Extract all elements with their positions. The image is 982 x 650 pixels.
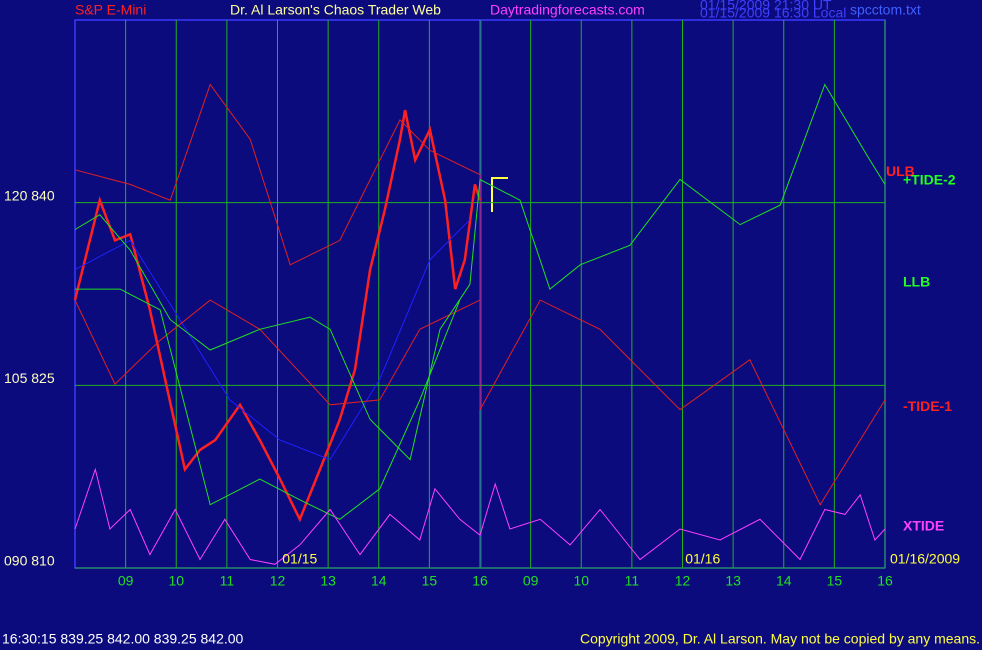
series-line	[74, 83, 886, 506]
x-tick-label: 12	[270, 573, 286, 589]
curve-label: +TIDE-2	[903, 171, 956, 187]
x-tick-label: 15	[827, 573, 843, 589]
copyright: Copyright 2009, Dr. Al Larson. May not b…	[580, 631, 980, 647]
x-tick-label: 16	[472, 573, 488, 589]
series-line	[74, 83, 886, 461]
series-line	[75, 288, 461, 520]
curve-label: LLB	[903, 274, 930, 290]
x-tick-label: 11	[220, 573, 235, 589]
status-line: 16:30:15 839.25 842.00 839.25 842.00	[2, 631, 244, 647]
chart-title: Dr. Al Larson's Chaos Trader Web	[230, 2, 441, 18]
timestamp: 01/15/2009 21:30 UT	[700, 0, 832, 13]
series-line	[73, 109, 482, 523]
x-tick-label: 11	[625, 573, 640, 589]
x-tick-label: 10	[168, 573, 184, 589]
curve-label: ULB	[886, 163, 915, 179]
curve-label: XTIDE	[903, 517, 944, 533]
x-tick-label: 14	[776, 573, 792, 589]
date-label: 01/15	[282, 551, 317, 567]
x-tick-label: 13	[725, 573, 741, 589]
x-tick-label: 15	[422, 573, 438, 589]
projection-bracket	[491, 177, 508, 212]
symbol: S&P E-Mini	[75, 2, 146, 18]
x-tick-label: 09	[523, 573, 539, 589]
curve-label: -TIDE-1	[903, 398, 952, 414]
x-tick-label: 16	[877, 573, 893, 589]
x-tick-label: 14	[371, 573, 387, 589]
file-name: spcctom.txt	[850, 2, 921, 18]
series-line	[74, 219, 471, 461]
x-tick-label: 09	[118, 573, 134, 589]
y-tick-label: 105 825	[4, 370, 55, 386]
x-tick-label: 12	[675, 573, 691, 589]
date-label: 01/16	[685, 551, 720, 567]
x-tick-label: 13	[320, 573, 336, 589]
timestamp: 01/15/2009 16:30 Local	[700, 5, 846, 21]
series-line	[74, 467, 886, 565]
y-tick-label: 120 840	[4, 187, 55, 203]
site: Daytradingforecasts.com	[490, 2, 645, 18]
date-label: 01/16/2009	[890, 551, 960, 567]
x-tick-label: 10	[573, 573, 589, 589]
y-tick-label: 090 810	[4, 553, 55, 569]
